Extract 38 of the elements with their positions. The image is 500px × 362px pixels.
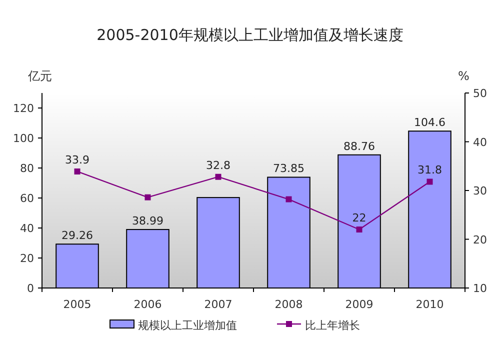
x-tick-label: 2010: [416, 298, 444, 311]
data-label: 88.76: [344, 140, 375, 153]
data-label: 22: [352, 212, 366, 224]
x-tick-label: 2008: [274, 298, 303, 311]
data-label: 38.99: [132, 214, 164, 228]
point: [144, 194, 151, 200]
data-label: 32.8: [206, 158, 230, 172]
data-label: 33.9: [65, 153, 90, 166]
y-tick-label: 0: [27, 282, 34, 295]
point: [426, 178, 433, 185]
y2-tick-label: 30: [473, 184, 487, 198]
data-label: 29.26: [62, 229, 93, 242]
data-label: 73.85: [273, 162, 304, 176]
y-axis-title: 亿元: [27, 69, 52, 83]
point: [215, 174, 222, 180]
y-tick-label: 20: [20, 252, 34, 265]
legend-label: 规模以上工业增加值: [138, 319, 237, 332]
y2-tick-label: 10: [473, 282, 487, 295]
legend-label: 比上年增长: [305, 319, 360, 332]
point: [356, 226, 362, 232]
y-tick-label: 60: [20, 192, 34, 205]
y2-tick-label: 40: [473, 136, 487, 149]
point: [286, 196, 292, 202]
data-label: 104.6: [414, 116, 446, 130]
y-tick-label: 80: [20, 162, 34, 175]
y2-tick-label: 20: [473, 233, 487, 246]
y-tick-label: 100: [13, 132, 34, 145]
y-tick-label: 40: [20, 222, 34, 235]
y-tick-label: 120: [13, 102, 34, 115]
y2-tick-label: 50: [473, 87, 487, 100]
data-label: 31.8: [418, 164, 442, 177]
x-tick-label: 2009: [345, 298, 374, 311]
x-tick-label: 2007: [204, 298, 232, 311]
chart-title: 2005-2010年规模以上工业增加值及增长速度: [96, 26, 404, 44]
x-tick-label: 2006: [134, 298, 162, 311]
x-tick-label: 2005: [63, 298, 92, 311]
point: [74, 168, 80, 174]
y2-axis-title: %: [458, 69, 470, 83]
